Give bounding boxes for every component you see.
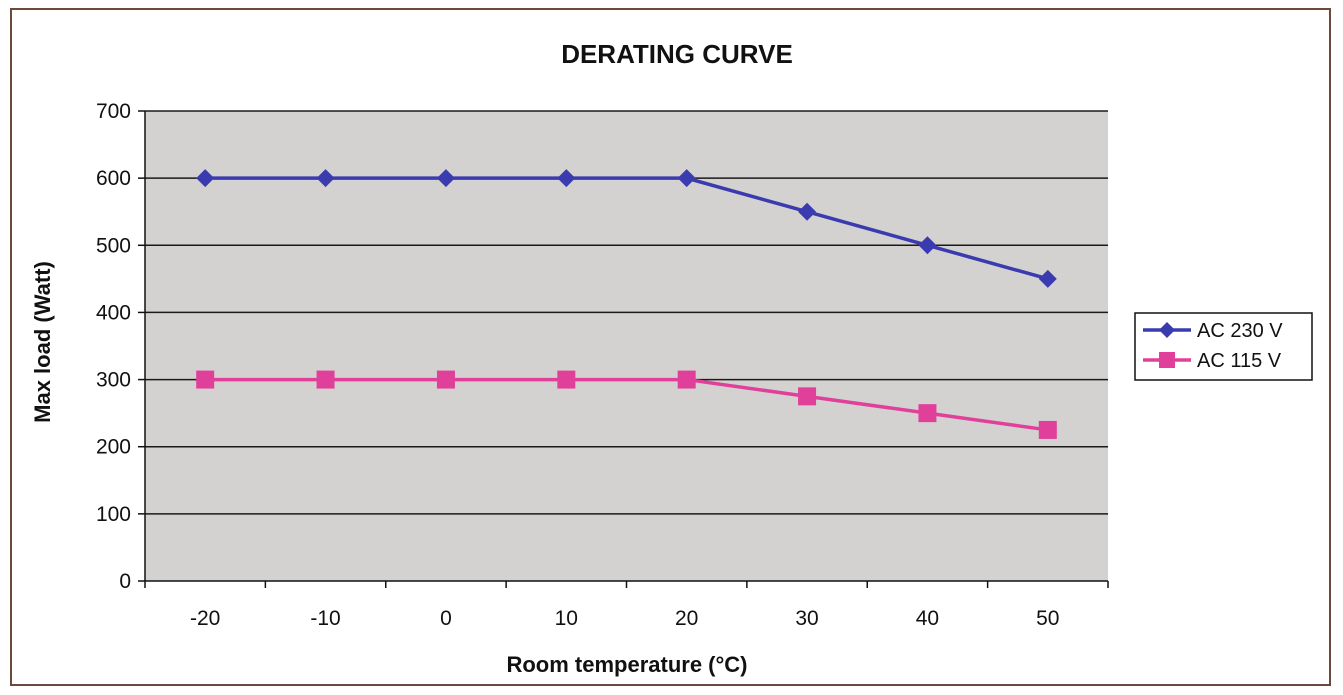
data-point — [316, 169, 335, 188]
y-axis-label: Max load (Watt) — [30, 261, 55, 423]
chart-title: DERATING CURVE — [561, 39, 793, 69]
x-tick-label: 40 — [916, 607, 939, 630]
x-tick-label: 0 — [440, 607, 452, 630]
data-point — [1038, 269, 1057, 288]
data-point — [798, 202, 817, 221]
plot-area — [145, 111, 1108, 581]
x-tick-label: 50 — [1036, 607, 1059, 630]
y-tick-labels: 0 100 200 300 400 500 600 700 — [96, 100, 131, 593]
legend-label: AC 115 V — [1197, 350, 1282, 372]
series-ac-115v — [196, 370, 1057, 439]
series-layer — [196, 169, 1057, 439]
series-line — [205, 377, 1049, 432]
legend-item: AC 115 V — [1143, 350, 1282, 372]
x-tick-label: 30 — [795, 607, 818, 630]
y-tick-label: 600 — [96, 167, 131, 190]
legend: AC 230 V AC 115 V — [1134, 312, 1313, 381]
data-point — [316, 370, 335, 389]
series-line — [205, 176, 1049, 281]
x-tick-label: -10 — [310, 607, 340, 630]
data-point — [677, 169, 696, 188]
data-point — [798, 387, 817, 406]
x-tick-label: -20 — [190, 607, 220, 630]
y-tick-label: 300 — [96, 369, 131, 392]
data-point — [1038, 420, 1057, 439]
data-point — [557, 370, 576, 389]
y-tick-label: 0 — [119, 570, 131, 593]
y-tick-label: 500 — [96, 234, 131, 257]
series-ac-230v — [196, 169, 1057, 288]
legend-label: AC 230 V — [1197, 320, 1283, 342]
data-point — [557, 169, 576, 188]
axes — [144, 111, 1109, 588]
data-point — [918, 236, 937, 255]
y-tick-label: 700 — [96, 100, 131, 123]
x-tick-label: 10 — [555, 607, 578, 630]
x-tick-label: 20 — [675, 607, 698, 630]
data-point — [677, 370, 696, 389]
y-tick-label: 100 — [96, 503, 131, 526]
data-point — [196, 370, 215, 389]
legend-marker — [1159, 352, 1175, 368]
x-axis-label: Room temperature (°C) — [506, 652, 747, 677]
legend-marker — [1159, 322, 1175, 338]
data-point — [436, 169, 455, 188]
data-point — [918, 404, 937, 423]
data-point — [196, 169, 215, 188]
legend-box — [1134, 312, 1313, 381]
y-tick-label: 200 — [96, 436, 131, 459]
y-tick-label: 400 — [96, 301, 131, 324]
legend-item: AC 230 V — [1143, 320, 1283, 342]
data-point — [436, 370, 455, 389]
x-tick-labels: -20 -10 0 10 20 30 40 50 — [190, 607, 1059, 630]
